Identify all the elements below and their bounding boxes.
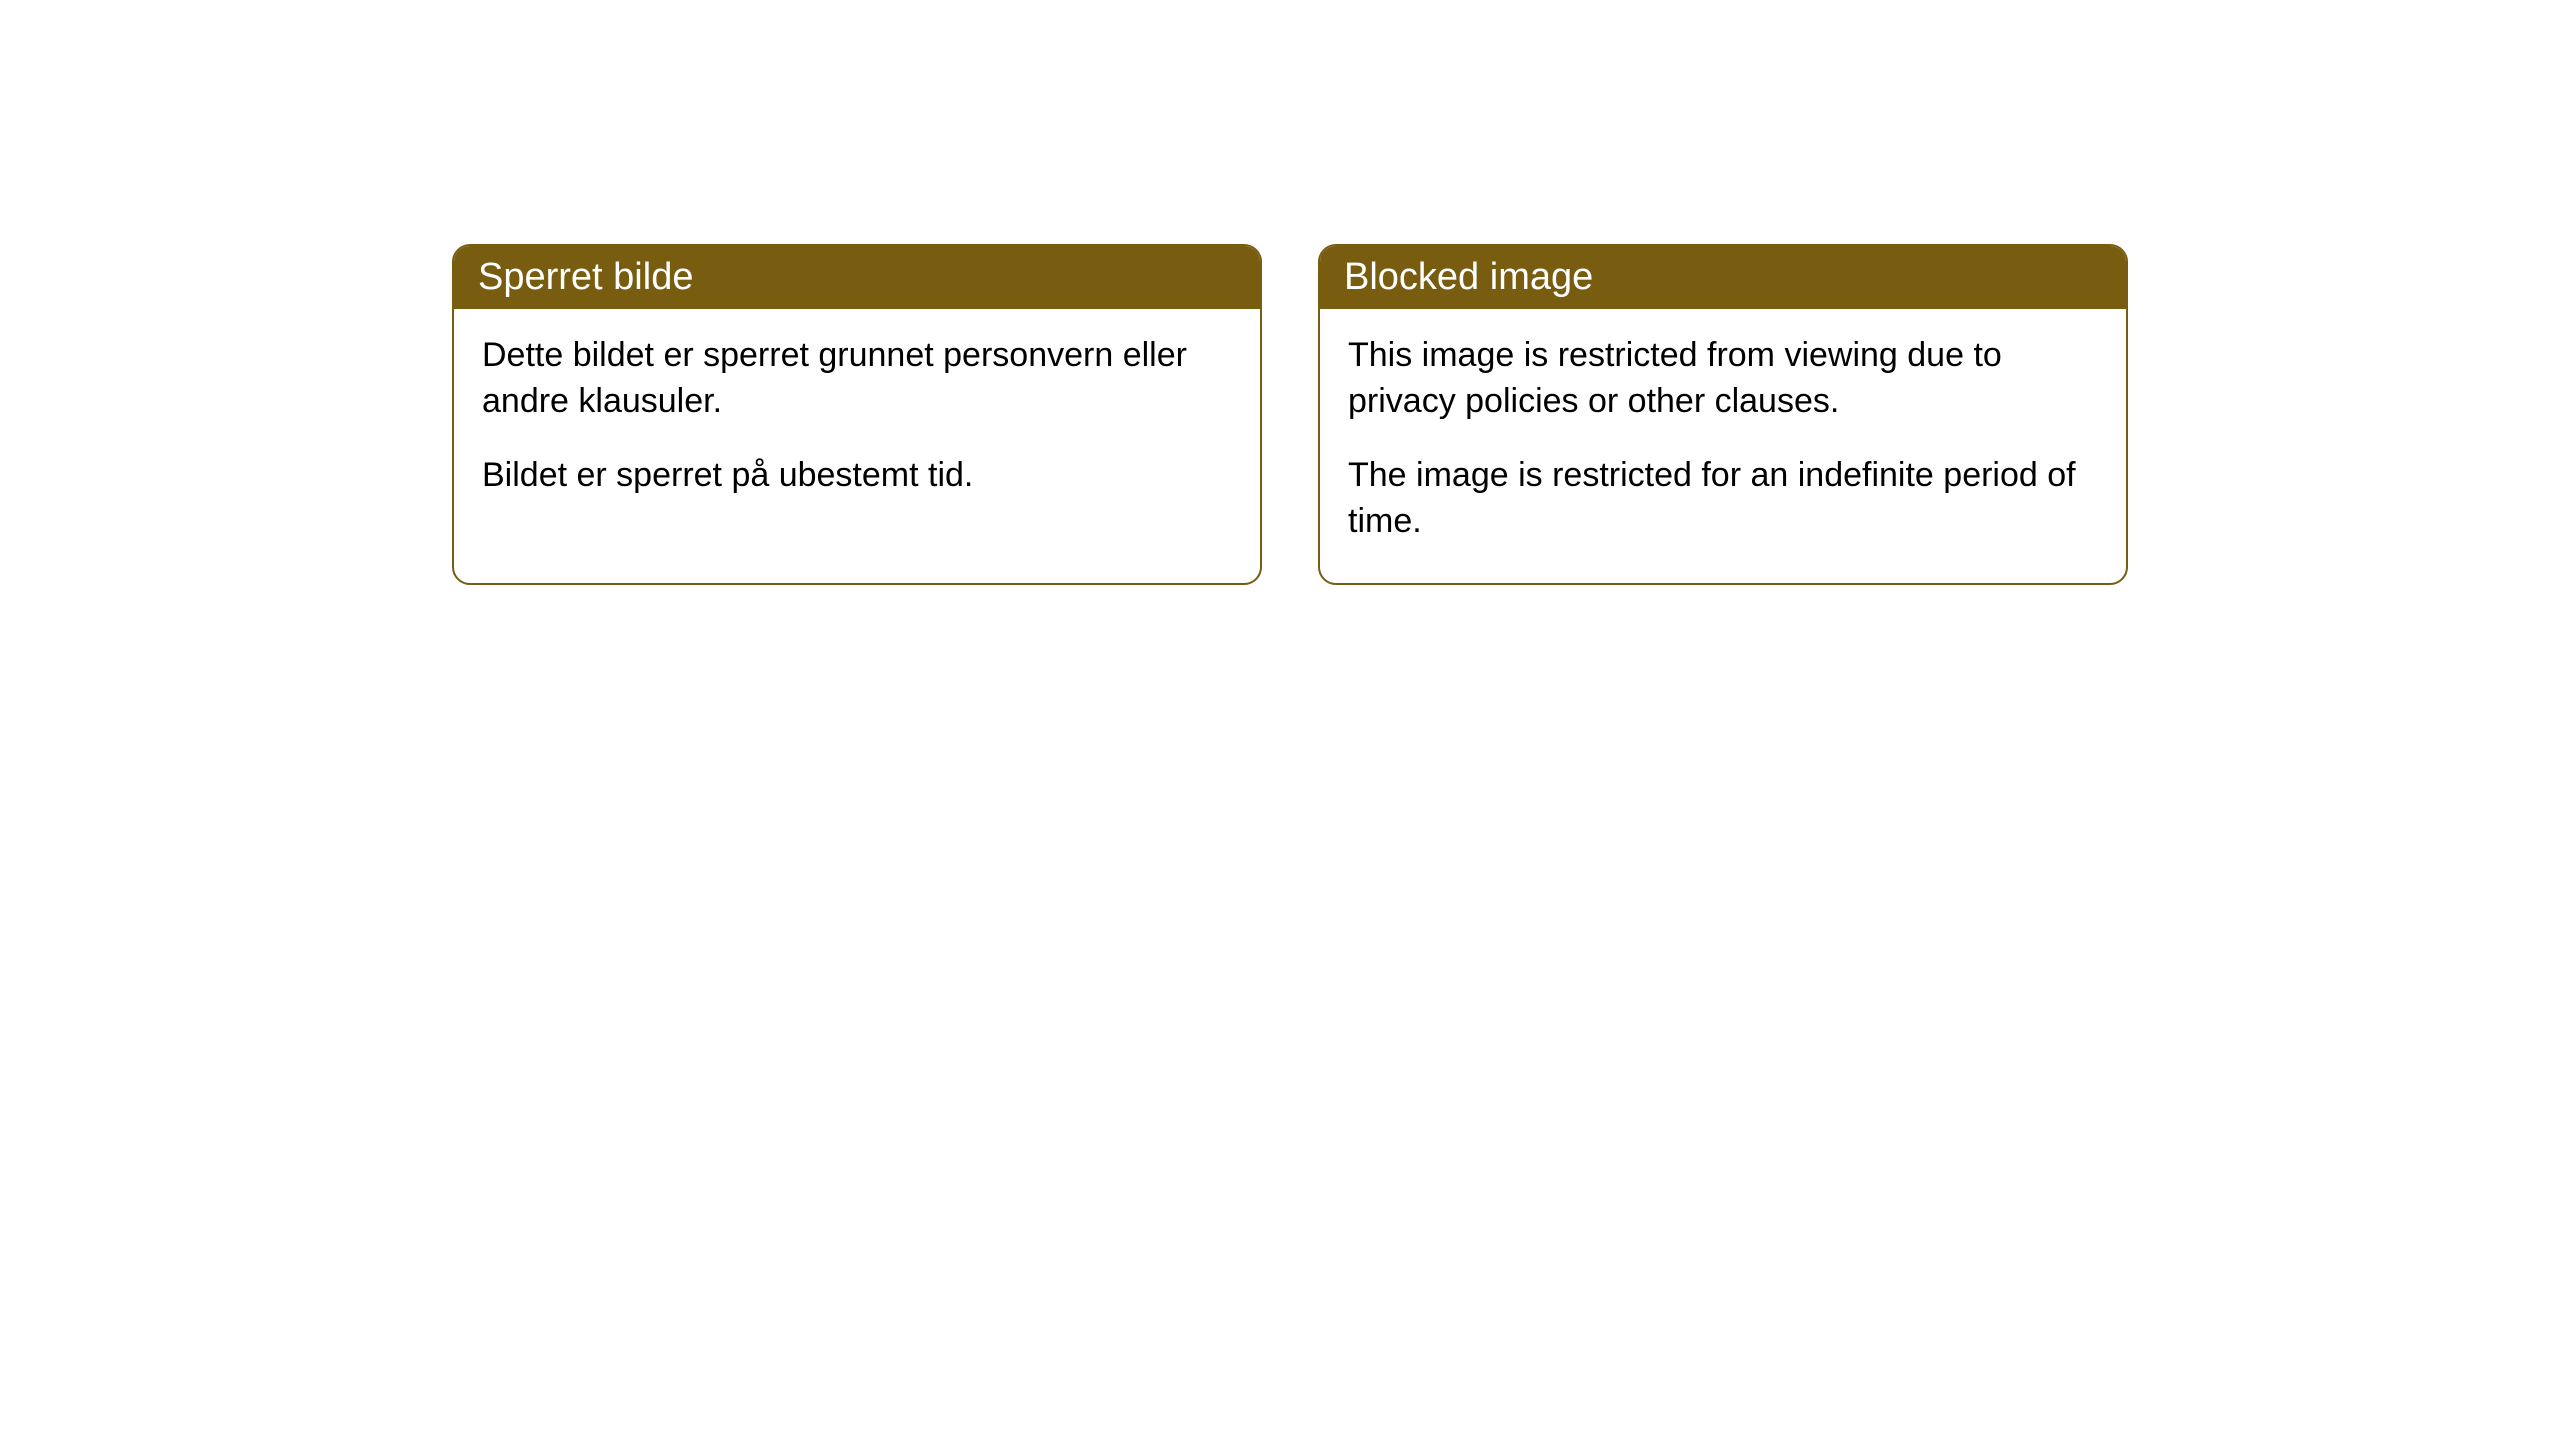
card-paragraph: Bildet er sperret på ubestemt tid. <box>482 453 1232 499</box>
card-paragraph: The image is restricted for an indefinit… <box>1348 453 2098 545</box>
card-paragraph: This image is restricted from viewing du… <box>1348 333 2098 425</box>
card-title: Blocked image <box>1344 256 1593 298</box>
card-paragraph: Dette bildet er sperret grunnet personve… <box>482 333 1232 425</box>
notice-cards-container: Sperret bilde Dette bildet er sperret gr… <box>452 244 2128 585</box>
card-header: Sperret bilde <box>454 246 1260 309</box>
card-body: This image is restricted from viewing du… <box>1320 309 2126 583</box>
card-body: Dette bildet er sperret grunnet personve… <box>454 309 1260 537</box>
card-title: Sperret bilde <box>478 256 693 298</box>
notice-card-english: Blocked image This image is restricted f… <box>1318 244 2128 585</box>
notice-card-norwegian: Sperret bilde Dette bildet er sperret gr… <box>452 244 1262 585</box>
card-header: Blocked image <box>1320 246 2126 309</box>
